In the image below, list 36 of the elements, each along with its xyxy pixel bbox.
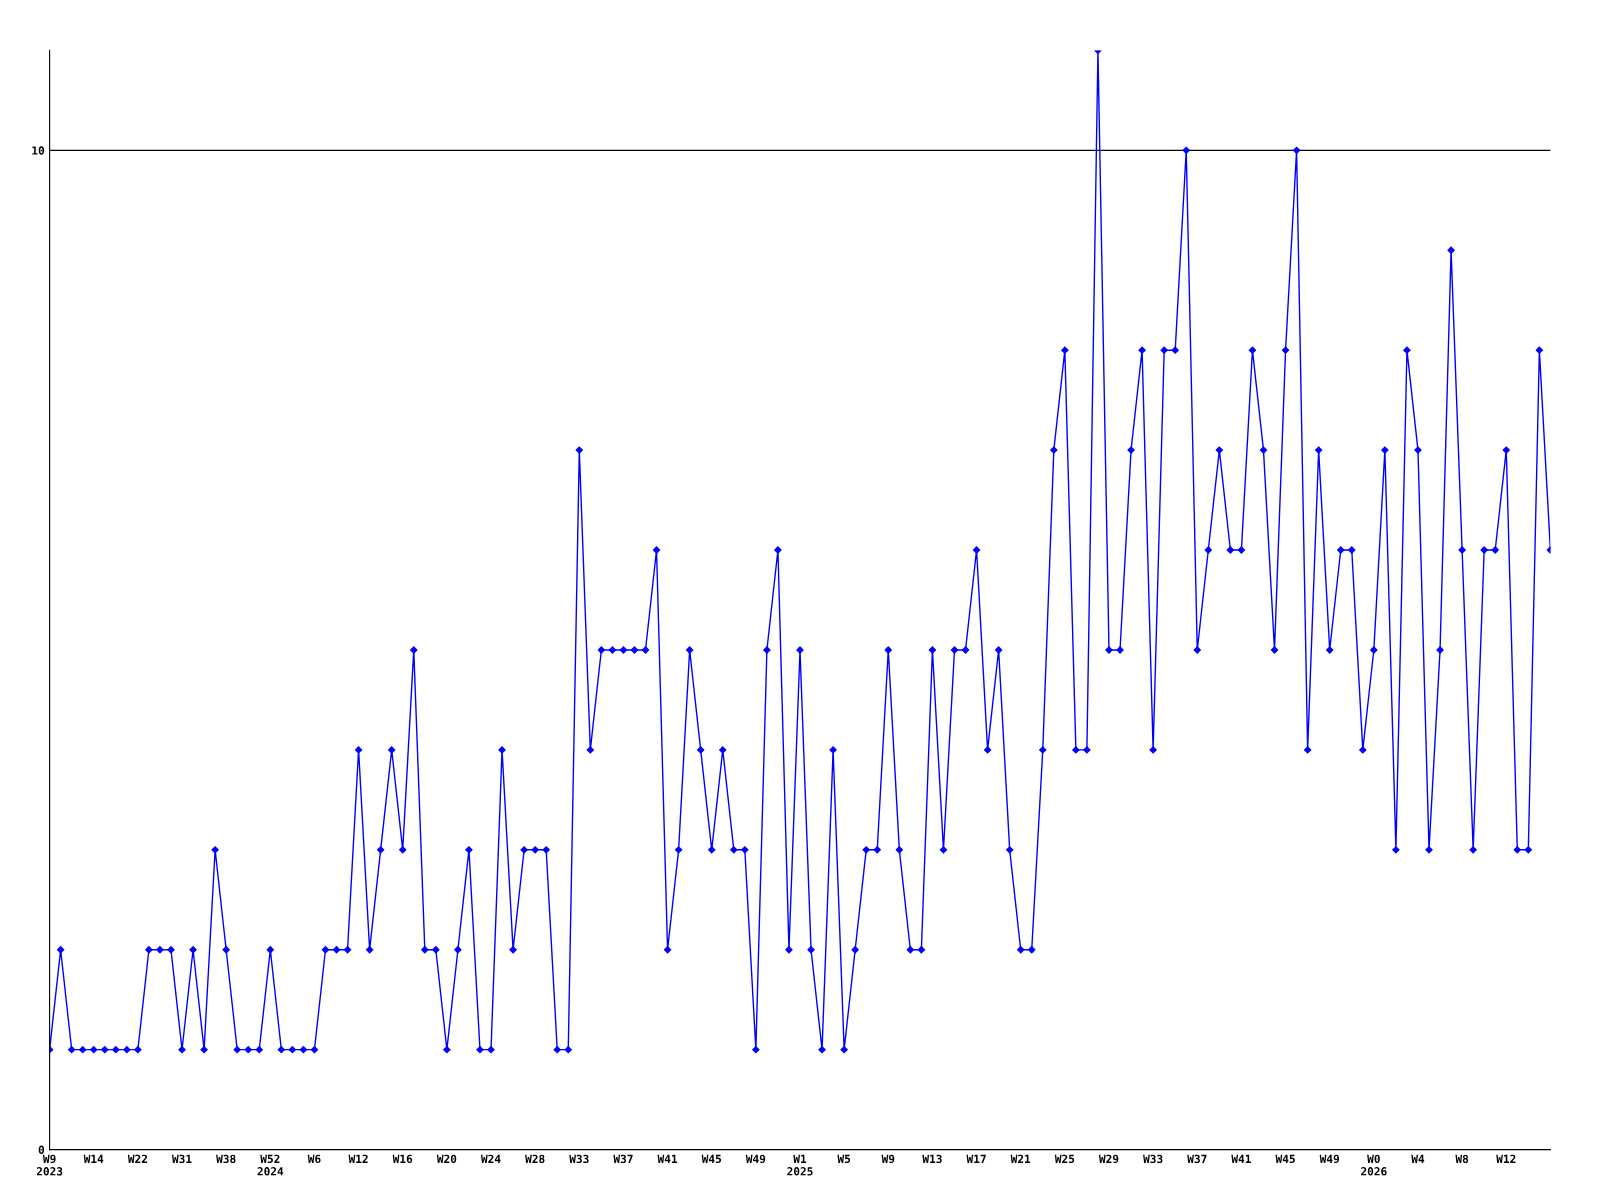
x-tick-label: W25 — [1054, 1154, 1075, 1164]
x-tick-label: W24 — [480, 1154, 501, 1163]
y-tick-label: 0 — [38, 1145, 45, 1154]
x-tick-label: W29 — [1098, 1154, 1119, 1164]
x-tick-label: W16 — [392, 1154, 413, 1164]
x-tick-label: W12 — [1496, 1154, 1516, 1163]
y-tick-label: 10 — [32, 146, 45, 155]
x-tick-label: W45 — [701, 1154, 721, 1164]
x-tick-label: W12 — [348, 1154, 368, 1163]
x-tick-label: W0 2026 — [1361, 1154, 1387, 1176]
x-tick-label: W37 — [613, 1154, 633, 1164]
x-tick-label: W6 — [307, 1154, 321, 1164]
x-tick-label: W5 — [837, 1154, 851, 1164]
x-tick-label: W52 2024 — [257, 1154, 284, 1176]
x-tick-label: W49 — [1319, 1154, 1340, 1164]
x-tick-label: W45 — [1275, 1154, 1295, 1164]
x-tick-label: W9 — [881, 1154, 895, 1164]
x-tick-label: W4 — [1411, 1154, 1425, 1163]
x-tick-label: W33 — [1143, 1154, 1163, 1164]
x-tick-label: W17 — [966, 1154, 986, 1163]
x-tick-label: W1 2025 — [787, 1154, 813, 1176]
x-tick-label: W9 2023 — [36, 1154, 63, 1176]
x-tick-label: W49 — [745, 1154, 766, 1164]
x-tick-label: W37 — [1187, 1154, 1207, 1164]
x-tick-label: W33 — [569, 1154, 589, 1164]
x-tick-label: W14 — [83, 1154, 104, 1163]
x-tick-label: W8 — [1455, 1154, 1469, 1164]
x-tick-label: W13 — [922, 1154, 942, 1164]
x-tick-label: W31 — [171, 1154, 192, 1164]
x-tick-label: W28 — [525, 1154, 545, 1164]
x-tick-label: W22 — [127, 1154, 147, 1163]
x-tick-label: W20 — [436, 1154, 457, 1164]
x-tick-label: W41 — [1231, 1154, 1251, 1163]
x-tick-label: W21 — [1010, 1154, 1031, 1163]
x-tick-label: W41 — [657, 1154, 678, 1163]
x-tick-label: W38 — [216, 1154, 236, 1164]
